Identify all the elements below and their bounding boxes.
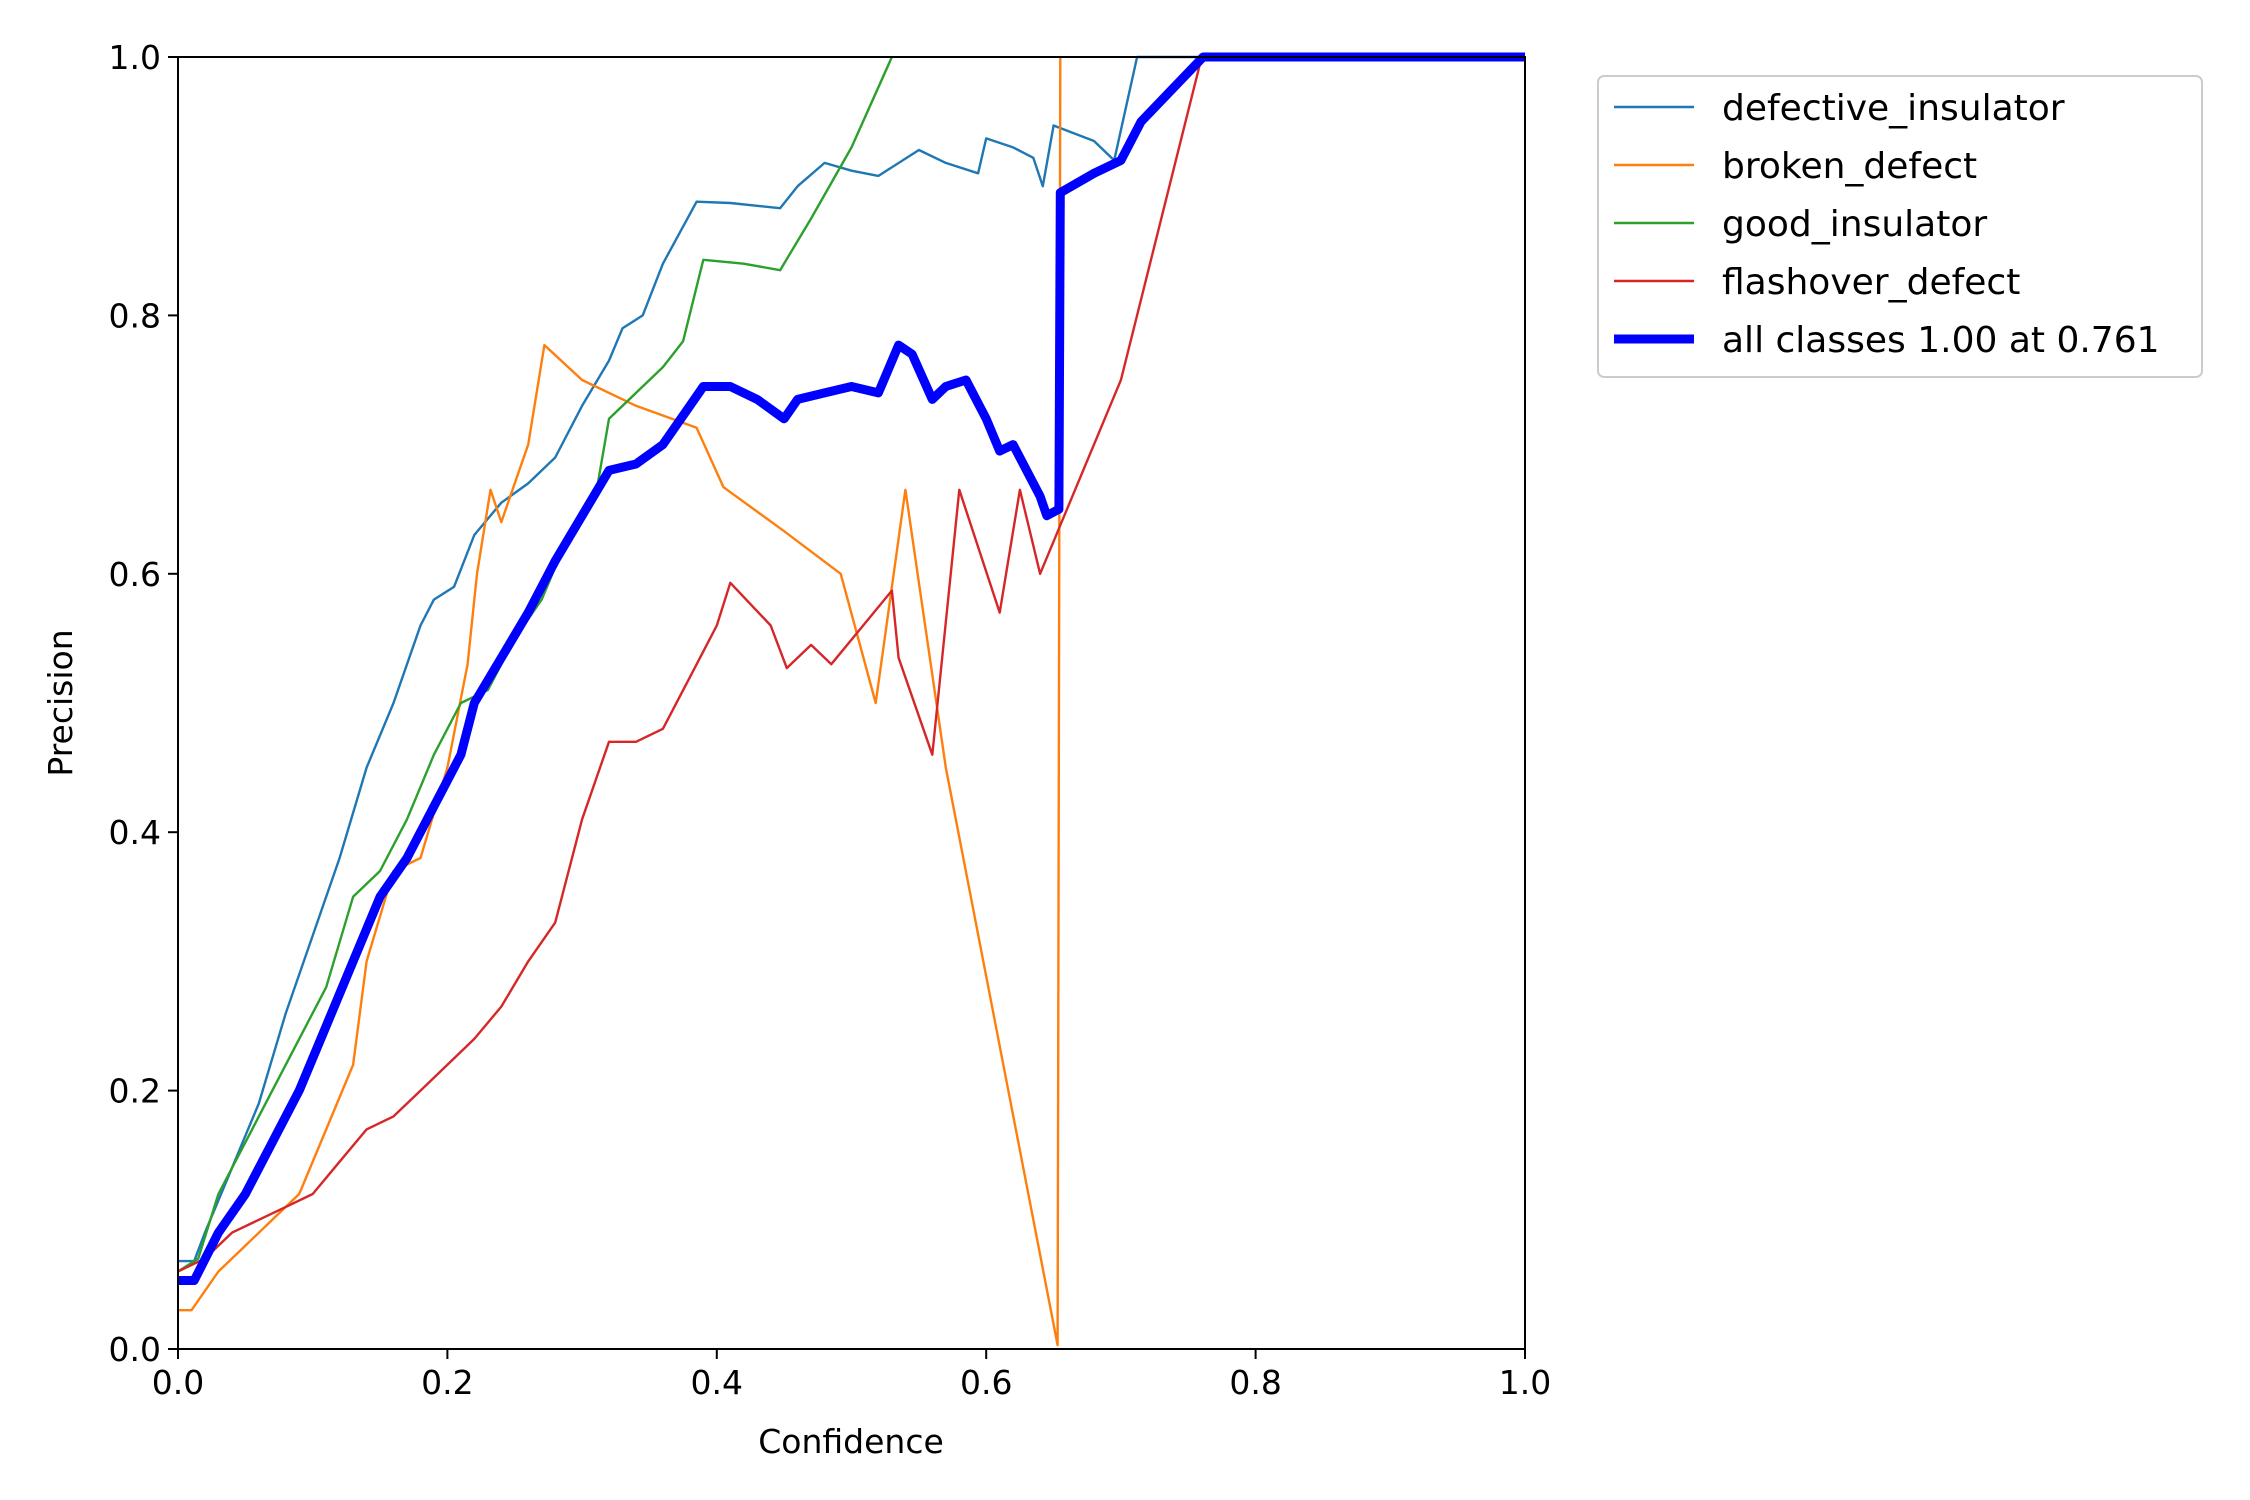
x-tick-label: 0.8 <box>1229 1363 1281 1402</box>
y-tick-label: 1.0 <box>109 38 161 77</box>
legend-label-0: defective_insulator <box>1722 88 2065 129</box>
series-line-4 <box>178 52 1525 1285</box>
series-line-0 <box>178 55 1525 1263</box>
x-tick-label: 0.6 <box>960 1363 1012 1402</box>
legend-label-3: flashover_defect <box>1722 262 2020 303</box>
plot-frame <box>177 56 1526 1350</box>
y-axis-label: Precision <box>41 629 80 776</box>
y-tick-label: 0.4 <box>109 813 161 852</box>
y-tick-label: 0.6 <box>109 555 161 594</box>
series-line-3 <box>177 55 1525 1273</box>
legend-frame <box>1597 75 2203 378</box>
x-tick-label: 0.0 <box>152 1363 204 1402</box>
y-tick-label: 0.8 <box>109 296 161 335</box>
x-axis-label: Confidence <box>758 1422 944 1461</box>
series-line-1 <box>178 56 1062 1347</box>
legend-label-2: good_insulator <box>1722 204 1987 245</box>
legend-label-4: all classes 1.00 at 0.761 <box>1722 320 2160 361</box>
legend: defective_insulator broken_defect good_ins… <box>1597 75 2203 378</box>
x-tick-label: 1.0 <box>1499 1363 1551 1402</box>
series-layer <box>177 52 1525 1347</box>
x-axis: 0.0 0.2 0.4 0.6 0.8 1.0 <box>152 1349 1551 1402</box>
x-tick-label: 0.4 <box>691 1363 743 1402</box>
y-tick-label: 0.0 <box>109 1330 161 1369</box>
y-tick-label: 0.2 <box>109 1072 161 1111</box>
legend-label-1: broken_defect <box>1722 146 1977 187</box>
y-axis: 0.0 0.2 0.4 0.6 0.8 1.0 <box>109 38 178 1369</box>
x-tick-label: 0.2 <box>421 1363 473 1402</box>
